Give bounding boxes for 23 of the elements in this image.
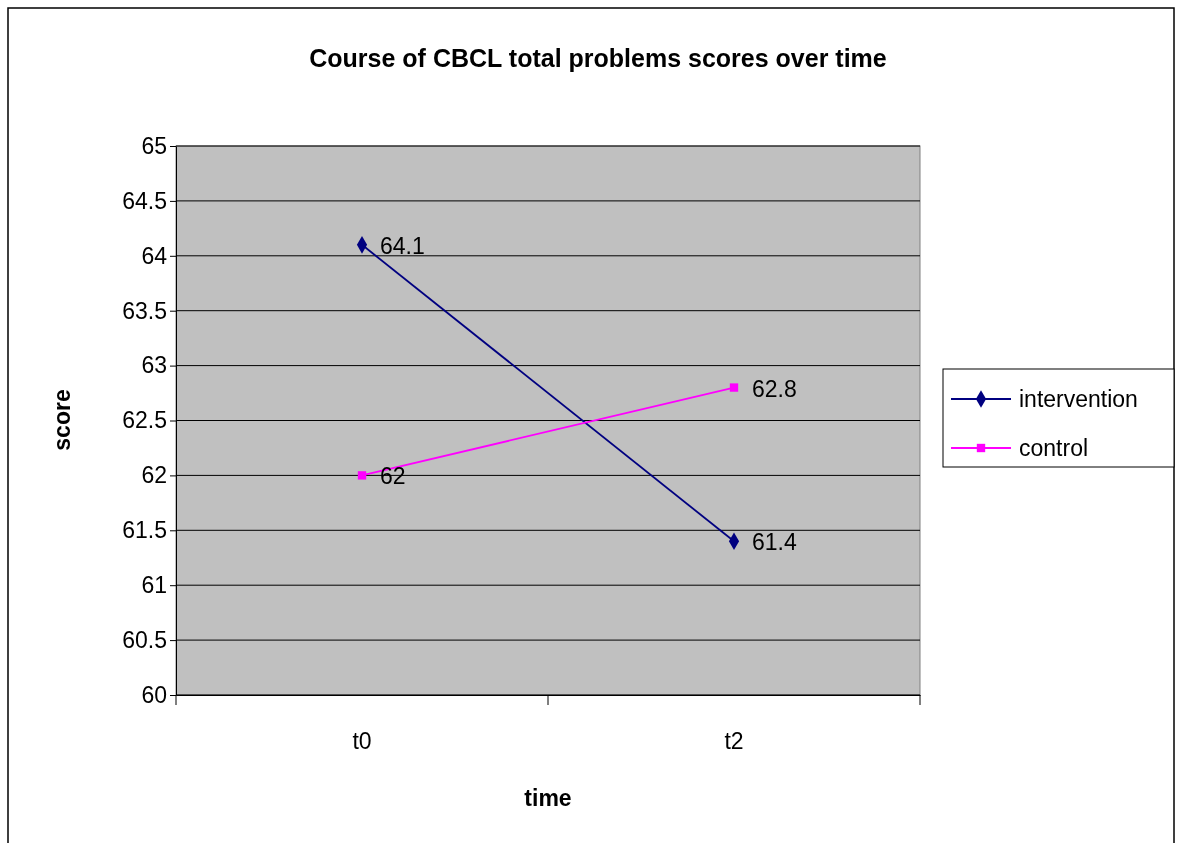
y-tick-label: 65 <box>141 132 167 159</box>
data-label: 62.8 <box>752 375 797 402</box>
y-tick-label: 64 <box>141 242 168 269</box>
y-tick-label: 60 <box>141 681 167 708</box>
y-tick-label: 60.5 <box>122 626 167 653</box>
chart-title: Course of CBCL total problems scores over time <box>309 44 887 72</box>
data-label: 64.1 <box>380 232 425 259</box>
y-tick-label: 63 <box>141 352 167 379</box>
data-label: 61.4 <box>752 529 797 556</box>
y-tick-label: 63.5 <box>122 297 167 324</box>
y-tick-label: 64.5 <box>122 187 167 214</box>
y-axis-title: score <box>49 389 75 451</box>
y-tick-label: 62 <box>141 462 167 489</box>
y-tick-label: 61 <box>141 572 167 599</box>
y-tick-label: 61.5 <box>122 517 167 544</box>
point <box>357 471 367 480</box>
x-tick-label: t0 <box>352 727 372 754</box>
legend-label: control <box>1019 435 1089 461</box>
x-axis-title: time <box>524 785 572 811</box>
legend-label: intervention <box>1019 386 1138 412</box>
point <box>729 383 739 392</box>
x-tick-label: t2 <box>724 727 744 754</box>
y-tick-label: 62.5 <box>122 407 167 434</box>
